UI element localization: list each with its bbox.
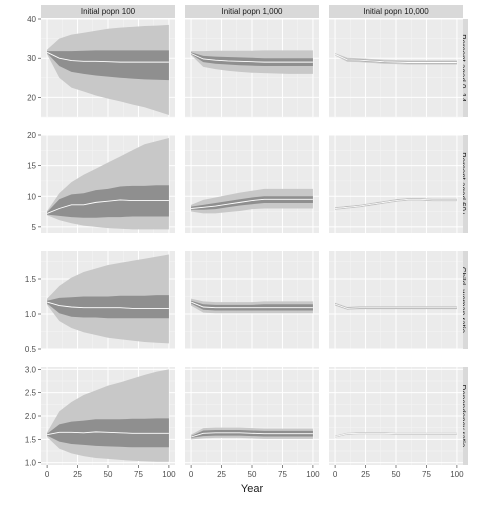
- y-tick-label: 1.5: [25, 275, 37, 284]
- column-strip: [41, 5, 175, 18]
- y-tick-label: 15: [27, 162, 36, 171]
- y-tick-label: 40: [27, 15, 36, 24]
- median-line: [190, 432, 313, 438]
- x-tick-label: 75: [278, 470, 287, 479]
- median-line: [190, 301, 313, 309]
- y-tick-label: 20: [27, 131, 36, 140]
- y-tick-label: 20: [27, 93, 36, 102]
- inner-band: [191, 52, 313, 67]
- x-tick-label: 25: [361, 470, 370, 479]
- y-tick-label: 10: [27, 192, 36, 201]
- x-tick-label: 100: [450, 470, 464, 479]
- x-tick-label: 50: [104, 470, 113, 479]
- x-tick-label: 25: [73, 470, 82, 479]
- median-line: [190, 53, 313, 63]
- column-strip: [185, 5, 319, 18]
- median-line: [334, 303, 457, 309]
- column-strip: [329, 5, 463, 18]
- inner-band: [47, 295, 169, 319]
- x-tick-label: 0: [333, 470, 338, 479]
- x-tick-label: 25: [217, 470, 226, 479]
- x-tick-label: 50: [392, 470, 401, 479]
- x-tick-label: 0: [45, 470, 50, 479]
- x-tick-label: 0: [189, 470, 194, 479]
- y-tick-label: 0.5: [25, 345, 37, 354]
- median-line: [47, 431, 169, 436]
- y-tick-label: 2.5: [25, 389, 37, 398]
- inner-band: [47, 418, 169, 448]
- column-strip-label: Initial popn 100: [81, 7, 136, 16]
- median-line: [46, 51, 169, 63]
- median-line: [335, 198, 457, 209]
- y-tick-label: 1.0: [25, 459, 37, 468]
- y-tick-label: 2.0: [25, 412, 37, 421]
- x-tick-label: 100: [306, 470, 320, 479]
- median-line: [46, 301, 169, 309]
- y-tick-label: 30: [27, 54, 36, 63]
- y-tick-label: 5: [32, 223, 37, 232]
- x-axis-title: Year: [241, 483, 264, 495]
- x-tick-label: 50: [248, 470, 257, 479]
- x-tick-label: 75: [134, 470, 143, 479]
- outer-band: [335, 53, 457, 65]
- column-strip-label: Initial popn 10,000: [363, 7, 429, 16]
- median-line: [191, 198, 313, 209]
- column-strip-label: Initial popn 1,000: [222, 7, 283, 16]
- median-line: [334, 432, 457, 437]
- y-tick-label: 3.0: [25, 365, 37, 374]
- inner-band: [191, 430, 313, 438]
- x-tick-label: 75: [422, 470, 431, 479]
- median-line: [46, 199, 169, 214]
- inner-band: [47, 50, 169, 81]
- y-tick-label: 1.5: [25, 435, 37, 444]
- median-line: [334, 53, 457, 63]
- x-tick-label: 100: [162, 470, 176, 479]
- y-tick-label: 1.0: [25, 310, 37, 319]
